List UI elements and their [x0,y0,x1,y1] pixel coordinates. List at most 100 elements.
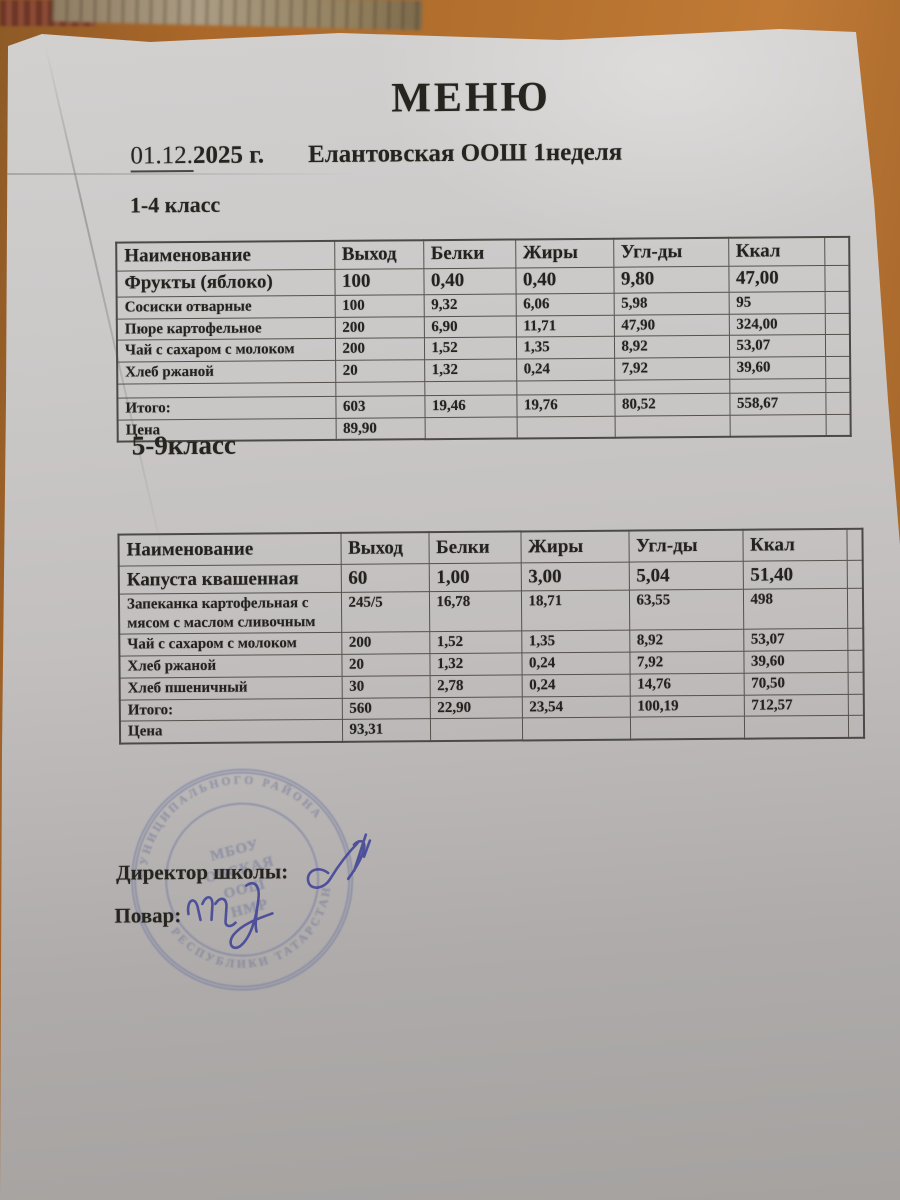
value-cell: 53,07 [743,628,848,652]
value-cell: 100 [334,294,424,317]
value-cell: 23,54 [521,695,630,719]
dish-name-cell: Чай с сахаром с молоком [116,338,336,363]
date-year: 2025 г. [192,141,265,170]
value-cell: 20 [341,653,430,677]
value-cell: 1,35 [521,630,630,653]
value-cell: 558,67 [729,392,826,415]
margin-cell [824,291,850,314]
value-cell: 30 [341,675,430,698]
value-cell: 100,19 [629,694,744,718]
value-cell: 16,78 [428,590,522,632]
value-cell: 6,06 [515,293,614,316]
value-cell [429,718,523,742]
school-stamp: МУНИЦИПАЛЬНОГО РАЙОНА РЕСПУБЛИКИ ТАТАРСТ… [117,754,354,991]
value-cell: 712,57 [743,693,848,717]
value-cell: 1,52 [429,631,522,654]
value-cell: 47,90 [613,313,729,337]
value-cell: 70,50 [743,672,848,695]
margin-cell [847,650,864,673]
margin-cell [824,265,850,292]
column-header: Наименование [116,240,335,272]
margin-cell [847,715,865,738]
column-header: Ккал [728,237,825,267]
value-cell: 53,07 [728,334,826,358]
value-cell: 51,40 [742,560,847,589]
value-cell: 100 [334,268,424,296]
dish-name-cell: Чай с сахаром с молоком [119,632,342,657]
value-cell [424,416,517,440]
value-cell: 19,46 [424,394,517,418]
column-header: Выход [334,240,424,270]
column-header: Белки [423,239,516,269]
menu-table-1-4: Наименование Выход Белки Жиры Угл-ды Ккал Фрук… [115,235,852,443]
value-cell: 324,00 [728,313,825,336]
margin-cell [847,672,864,694]
dish-name-cell: Запеканка картофельная с мясом с маслом … [118,592,342,635]
column-header: Ккал [742,528,847,562]
value-cell: 498 [742,588,848,630]
value-cell: 80,52 [614,393,730,416]
margin-cell [847,628,864,651]
value-cell: 47,00 [728,265,825,293]
margin-column [846,528,863,561]
value-cell: 6,90 [423,315,516,338]
value-cell [729,378,826,394]
value-cell: 1,52 [423,337,517,360]
value-cell: 1,00 [428,562,521,592]
dish-name-cell: Хлеб ржаной [117,360,336,384]
dish-name-cell: Хлеб пшеничный [119,676,342,700]
column-header: Белки [428,531,521,564]
value-cell: 95 [728,291,825,314]
value-cell: 8,92 [629,629,744,653]
dish-name-cell: Пюре картофельное [116,316,335,341]
value-cell: 7,92 [614,357,730,380]
desk-object-ruler [51,0,423,31]
margin-cell [825,392,851,415]
value-cell: 0,40 [423,267,516,295]
margin-cell [825,378,851,393]
value-cell [335,381,425,397]
column-header: Жиры [520,530,629,563]
document-title: МЕНЮ [391,74,552,122]
margin-cell [846,560,863,589]
margin-cell [846,588,864,629]
margin-cell [824,312,850,335]
value-cell: 3,00 [520,562,629,591]
cook-label: Повар: [114,903,182,928]
value-cell: 39,60 [729,356,826,380]
section-heading-5-9: 5-9класс [131,429,237,461]
margin-cell [824,334,851,357]
column-header: Выход [340,532,429,565]
value-cell: 1,32 [424,359,517,382]
value-cell: 200 [334,316,424,339]
value-cell: 200 [334,337,425,361]
dish-name-cell: Хлеб ржаной [119,654,342,678]
value-cell: 1,32 [429,652,522,676]
value-cell: 9,80 [613,266,729,294]
value-cell: 93,31 [341,718,431,742]
value-cell [729,414,826,438]
value-cell [629,716,745,740]
dish-name-cell: Фрукты (яблоко) [116,269,335,297]
value-cell [521,717,631,741]
menu-table-5-9: Наименование Выход Белки Жиры Угл-ды Ккал Капу… [117,527,866,745]
value-cell [516,379,615,395]
value-cell: 560 [341,697,430,720]
value-cell: 0,40 [515,267,614,294]
value-cell: 200 [341,631,430,655]
value-cell: 39,60 [743,650,848,673]
director-signature [306,833,372,889]
dish-name-cell: Итого: [117,396,336,420]
column-header: Угл-ды [613,237,729,268]
column-header: Угл-ды [628,529,743,563]
value-cell: 0,24 [521,652,630,675]
value-cell [614,379,730,394]
value-cell [614,414,730,438]
dish-name-cell: Сосиски отварные [116,295,335,319]
date-and-school-line: 01.12.2025 г. Елантовская ООШ 1неделя [130,139,622,173]
value-cell: 22,90 [429,696,522,719]
value-cell [743,715,849,739]
